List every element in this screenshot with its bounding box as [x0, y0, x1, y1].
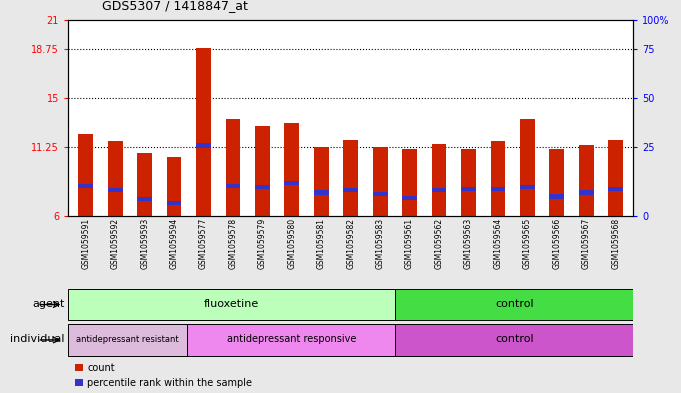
- Bar: [78, 184, 93, 188]
- Bar: [608, 140, 623, 216]
- Bar: [255, 185, 270, 189]
- Text: fluoxetine: fluoxetine: [204, 299, 259, 309]
- Bar: [343, 140, 358, 216]
- Text: antidepressant responsive: antidepressant responsive: [227, 334, 356, 344]
- Text: agent: agent: [32, 299, 65, 309]
- Text: control: control: [495, 334, 534, 344]
- Bar: [432, 144, 446, 216]
- FancyBboxPatch shape: [68, 324, 187, 356]
- Bar: [490, 141, 505, 216]
- Bar: [520, 185, 535, 189]
- Bar: [402, 149, 417, 216]
- Bar: [373, 192, 387, 196]
- FancyBboxPatch shape: [396, 288, 633, 320]
- Bar: [138, 153, 152, 216]
- Text: GDS5307 / 1418847_at: GDS5307 / 1418847_at: [102, 0, 248, 12]
- Bar: [196, 48, 211, 216]
- Bar: [490, 187, 505, 191]
- Bar: [108, 141, 123, 216]
- Bar: [461, 187, 476, 191]
- Bar: [314, 147, 329, 216]
- Bar: [461, 149, 476, 216]
- Bar: [196, 143, 211, 147]
- Bar: [432, 188, 446, 192]
- Bar: [138, 197, 152, 201]
- Text: percentile rank within the sample: percentile rank within the sample: [87, 378, 252, 388]
- Bar: [343, 188, 358, 192]
- Bar: [579, 145, 594, 216]
- Bar: [314, 191, 329, 195]
- Bar: [285, 181, 299, 185]
- Bar: [225, 184, 240, 188]
- Bar: [402, 196, 417, 200]
- Text: count: count: [87, 363, 115, 373]
- Bar: [108, 188, 123, 192]
- Bar: [78, 134, 93, 216]
- Bar: [167, 201, 181, 205]
- Bar: [520, 119, 535, 216]
- Bar: [550, 149, 564, 216]
- Bar: [550, 195, 564, 198]
- Bar: [225, 119, 240, 216]
- Text: antidepressant resistant: antidepressant resistant: [76, 335, 179, 344]
- FancyBboxPatch shape: [396, 324, 633, 356]
- Bar: [579, 191, 594, 195]
- FancyBboxPatch shape: [68, 288, 396, 320]
- Bar: [255, 126, 270, 216]
- Text: control: control: [495, 299, 534, 309]
- Bar: [167, 156, 181, 216]
- Bar: [285, 123, 299, 216]
- Text: individual: individual: [10, 334, 65, 344]
- Bar: [608, 187, 623, 191]
- Bar: [373, 147, 387, 216]
- FancyBboxPatch shape: [187, 324, 396, 356]
